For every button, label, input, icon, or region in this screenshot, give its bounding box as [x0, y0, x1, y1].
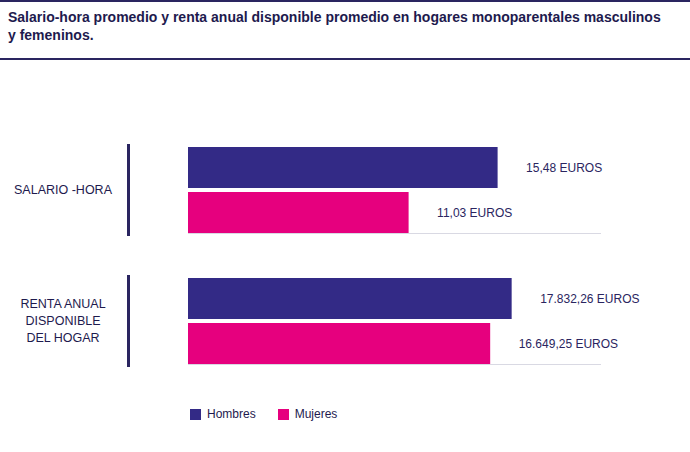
html-text:Mujeres: Mujeres — [294, 407, 338, 421]
html-text:RENTA ANUAL DISPONIBLE DEL HOG: RENTA ANUAL DISPONIBLE DEL HOGAR — [20, 296, 106, 345]
html-text:Hombres: Hombres — [207, 407, 256, 421]
html-text:SALARIO -HORA: SALARIO -HORA — [14, 182, 112, 197]
svg-text:16.649,25 EUROS: 16.649,25 EUROS — [519, 337, 618, 351]
svg-text:15,48 EUROS: 15,48 EUROS — [526, 161, 602, 175]
svg-text:17.832,26 EUROS: 17.832,26 EUROS — [540, 292, 639, 306]
html-text:Salario-hora promedio y renta: Salario-hora promedio y renta anual disp… — [8, 9, 661, 43]
svg-text:11,03 EUROS: 11,03 EUROS — [437, 206, 512, 220]
